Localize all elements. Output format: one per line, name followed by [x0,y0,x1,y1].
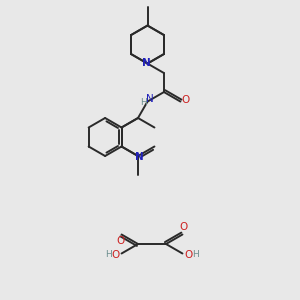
Text: N: N [142,58,151,68]
Text: H: H [105,250,112,259]
Text: N: N [135,152,143,162]
Text: H: H [192,250,199,259]
Text: H: H [140,98,147,107]
Text: N: N [146,94,153,103]
Text: O: O [181,94,190,104]
Text: O: O [111,250,120,260]
Text: O: O [184,250,193,260]
Text: O: O [116,236,125,247]
Text: O: O [179,223,188,232]
